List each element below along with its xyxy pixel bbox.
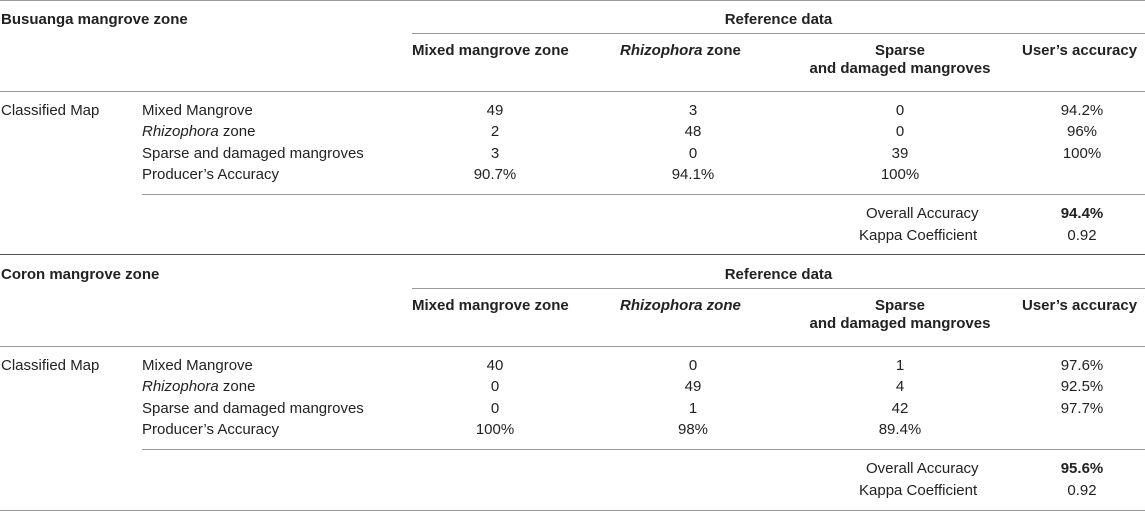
column-header-users-accuracy: User’s accuracy <box>1022 297 1138 314</box>
cell-rhizo: 49 <box>684 378 702 395</box>
row-label-text: Producer’s Accuracy <box>142 166 280 183</box>
cell-users: 97.7% <box>1060 400 1104 417</box>
overall-accuracy-value: 94.4% <box>1060 205 1104 222</box>
cell-mixed: 90.7% <box>473 166 517 183</box>
reference-data-underline <box>412 33 1145 34</box>
cell-users: 96% <box>1066 123 1098 140</box>
cell-rhizo: 0 <box>688 357 698 374</box>
sparse-line-2: and damaged mangroves <box>809 315 991 332</box>
cell-sparse: 1 <box>895 357 905 374</box>
reference-data-header: Reference data <box>724 11 833 28</box>
row-label-text: Sparse and damaged mangroves <box>142 400 364 417</box>
row-label: Producer’s Accuracy <box>142 421 279 439</box>
busuanga-accuracy-table: Busuanga mangrove zone Reference data Mi… <box>0 0 1145 255</box>
cell-sparse: 0 <box>895 102 905 119</box>
row-label: Producer’s Accuracy <box>142 166 279 184</box>
sparse-line-1: Sparse <box>874 42 926 59</box>
rhizophora-name: Rhizophora zone <box>620 297 741 314</box>
cell-rhizo: 0 <box>688 145 698 162</box>
overall-accuracy-label: Overall Accuracy <box>866 460 979 477</box>
row-group-label: Classified Map <box>1 357 100 374</box>
kappa-coefficient-value: 0.92 <box>1067 227 1097 244</box>
overall-accuracy-label: Overall Accuracy <box>866 205 979 222</box>
column-header-rhizophora: Rhizophora zone <box>620 42 741 60</box>
cell-rhizo: 3 <box>688 102 698 119</box>
zone-title: Coron mangrove zone <box>1 266 160 283</box>
kappa-coefficient-label: Kappa Coefficient <box>859 227 978 244</box>
cell-mixed: 100% <box>475 421 515 438</box>
cell-users: 94.2% <box>1060 102 1104 119</box>
row-label-italic: Rhizophora <box>142 378 219 395</box>
row-label: Rhizophora zone <box>142 378 255 396</box>
top-rule <box>0 0 1145 1</box>
section-divider <box>0 254 1145 255</box>
column-header-mixed: Mixed mangrove zone <box>412 42 569 59</box>
kappa-coefficient-value: 0.92 <box>1067 482 1097 499</box>
cell-users: 100% <box>1062 145 1102 162</box>
cell-mixed: 40 <box>486 357 504 374</box>
cell-users: 92.5% <box>1060 378 1104 395</box>
row-group-label: Classified Map <box>1 102 100 119</box>
cell-rhizo: 1 <box>688 400 698 417</box>
column-header-users-accuracy: User’s accuracy <box>1022 42 1138 59</box>
cell-mixed: 0 <box>490 378 500 395</box>
column-header-sparse: Sparse and damaged mangroves <box>780 297 1020 333</box>
cell-sparse: 100% <box>880 166 920 183</box>
zone-title: Busuanga mangrove zone <box>1 11 188 28</box>
cell-mixed: 3 <box>490 145 500 162</box>
row-label-text: Producer’s Accuracy <box>142 421 280 438</box>
cell-mixed: 2 <box>490 123 500 140</box>
cell-sparse: 4 <box>895 378 905 395</box>
cell-sparse: 39 <box>891 145 909 162</box>
cell-sparse: 0 <box>895 123 905 140</box>
column-header-mixed: Mixed mangrove zone <box>412 297 569 314</box>
row-label: Mixed Mangrove <box>142 357 253 375</box>
header-bottom-rule <box>0 91 1145 92</box>
row-label: Sparse and damaged mangroves <box>142 145 364 163</box>
sparse-line-1: Sparse <box>874 297 926 314</box>
row-label-text: Mixed Mangrove <box>142 102 253 119</box>
overall-accuracy-value: 95.6% <box>1060 460 1104 477</box>
cell-mixed: 0 <box>490 400 500 417</box>
reference-data-underline <box>412 288 1145 289</box>
column-header-sparse: Sparse and damaged mangroves <box>780 42 1020 78</box>
kappa-coefficient-label: Kappa Coefficient <box>859 482 978 499</box>
cell-sparse: 89.4% <box>878 421 922 438</box>
cell-rhizo: 48 <box>684 123 702 140</box>
row-label-text: Mixed Mangrove <box>142 357 253 374</box>
cell-rhizo: 98% <box>677 421 709 438</box>
header-bottom-rule <box>0 346 1145 347</box>
rhizophora-name: Rhizophora <box>620 42 703 59</box>
sparse-line-2: and damaged mangroves <box>809 60 991 77</box>
cell-rhizo: 94.1% <box>671 166 715 183</box>
summary-rule <box>142 449 1145 450</box>
zone-suffix: zone <box>702 42 741 59</box>
row-label-text: Sparse and damaged mangroves <box>142 145 364 162</box>
coron-accuracy-table: Coron mangrove zone Reference data Mixed… <box>0 255 1145 511</box>
cell-sparse: 42 <box>891 400 909 417</box>
summary-rule <box>142 194 1145 195</box>
row-label-text: zone <box>218 378 256 395</box>
column-header-rhizophora: Rhizophora zone <box>620 297 741 315</box>
row-label: Mixed Mangrove <box>142 102 253 120</box>
cell-mixed: 49 <box>486 102 504 119</box>
row-label-italic: Rhizophora <box>142 123 219 140</box>
row-label: Rhizophora zone <box>142 123 255 141</box>
row-label: Sparse and damaged mangroves <box>142 400 364 418</box>
reference-data-header: Reference data <box>724 266 833 283</box>
row-label-text: zone <box>218 123 256 140</box>
cell-users: 97.6% <box>1060 357 1104 374</box>
